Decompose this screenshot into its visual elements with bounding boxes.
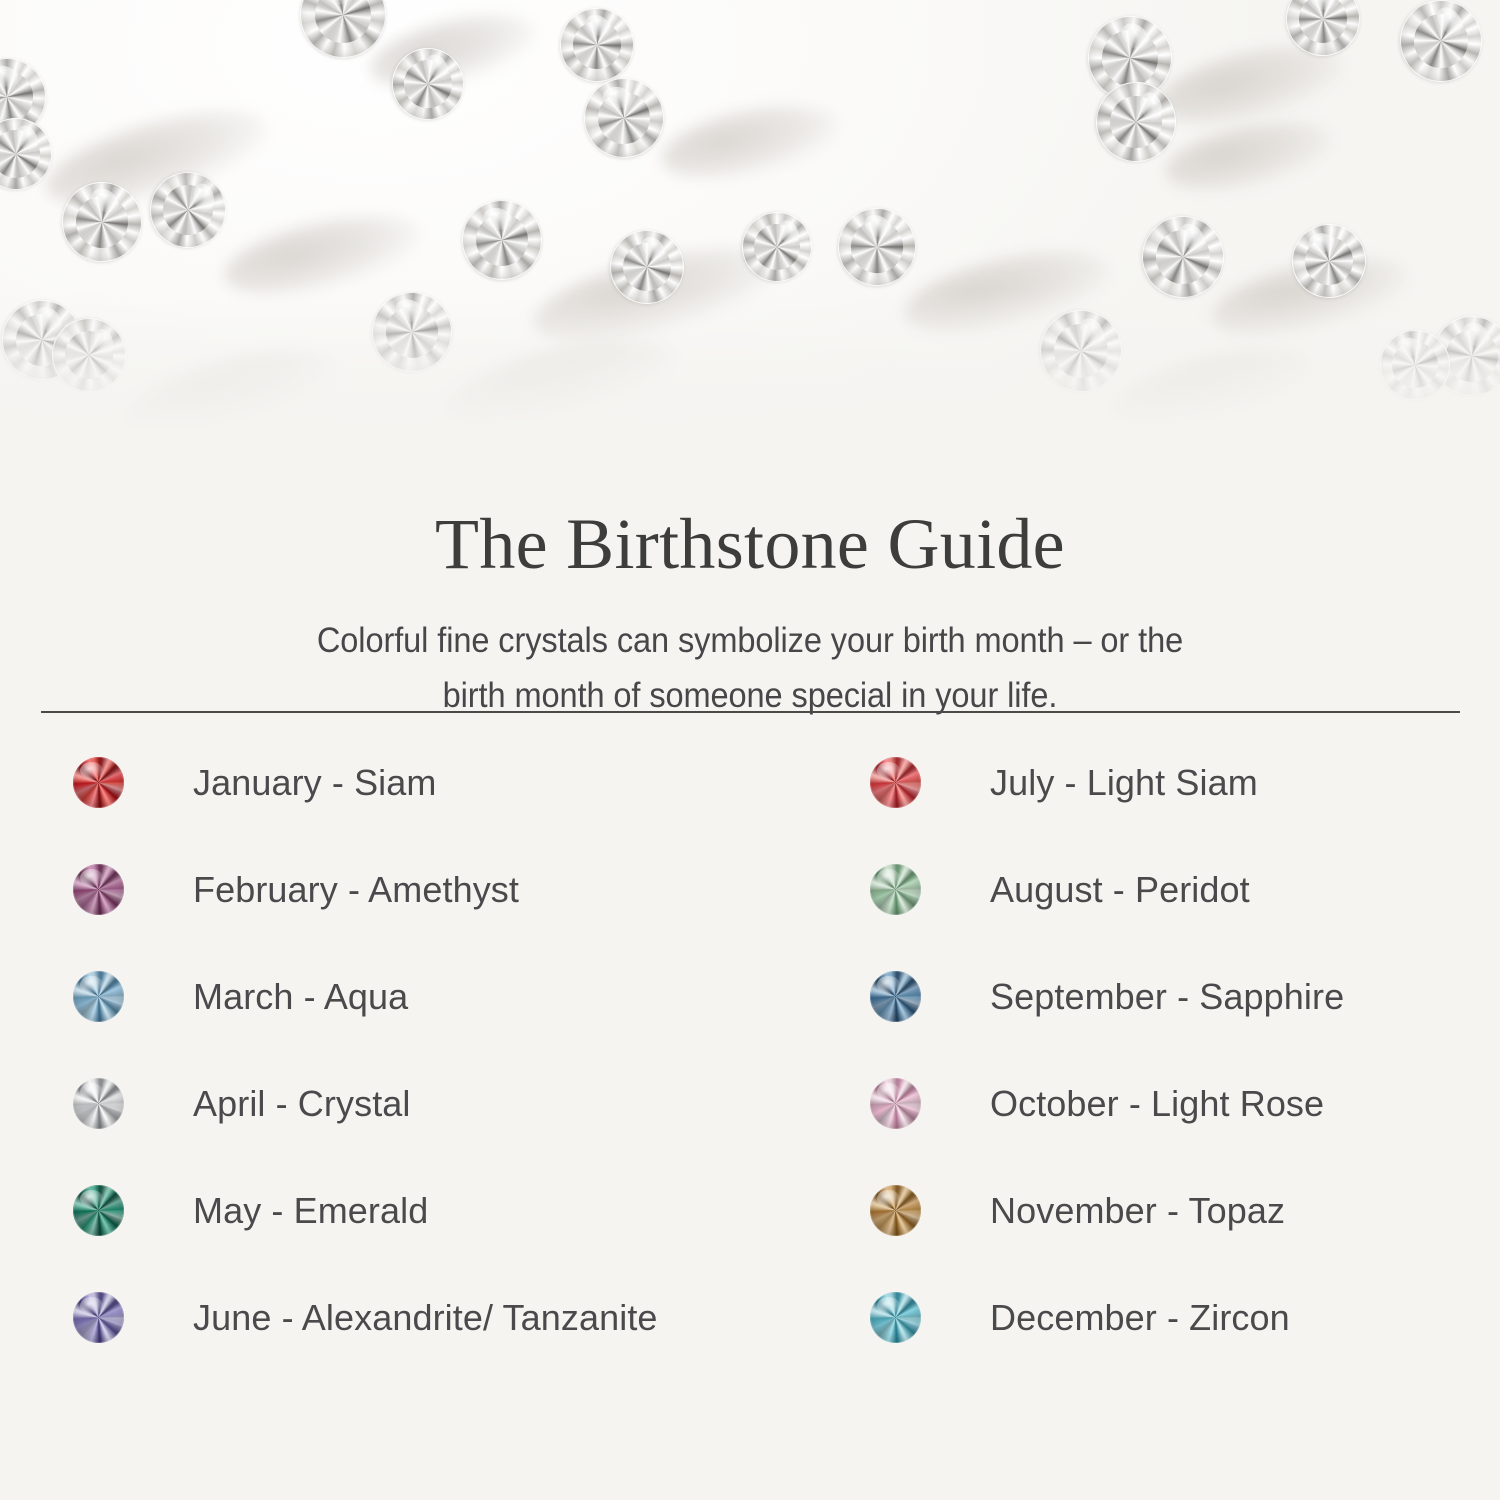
gemstone-icon [870, 1078, 921, 1129]
birthstone-list-item: July - Light Siam [870, 757, 1470, 864]
birthstone-list-item: August - Peridot [870, 864, 1470, 971]
gemstone-icon [870, 1292, 921, 1343]
gem-rim [73, 864, 124, 915]
page-title: The Birthstone Guide [435, 504, 1065, 585]
page-subtitle: Colorful fine crystals can symbolize you… [316, 621, 1184, 715]
gem-rim [73, 1185, 124, 1236]
gem-rim [870, 1292, 921, 1343]
gem-highlight [80, 1190, 103, 1208]
gemstone-icon [73, 1078, 124, 1129]
birthstone-label: November - Topaz [990, 1190, 1286, 1231]
section-divider [41, 711, 1460, 713]
birthstone-label: October - Light Rose [990, 1083, 1325, 1124]
birthstone-label: February - Amethyst [193, 869, 520, 910]
hero-crystal-photo [0, 0, 1500, 440]
birthstone-list-item: April - Crystal [73, 1078, 833, 1185]
gem-highlight [80, 976, 103, 994]
gem-rim [73, 1292, 124, 1343]
birthstone-list-item: February - Amethyst [73, 864, 833, 971]
birthstone-label: May - Emerald [193, 1190, 429, 1231]
birthstone-list-right-column: July - Light Siam August - Peridot Septemb… [870, 757, 1470, 1399]
gem-highlight [877, 976, 900, 994]
gemstone-icon [870, 864, 921, 915]
gemstone-icon [73, 1292, 124, 1343]
birthstone-label: July - Light Siam [990, 762, 1258, 803]
gemstone-icon [73, 864, 124, 915]
gem-highlight [80, 1297, 103, 1315]
photo-fade-overlay [0, 290, 1500, 440]
gem-rim [870, 1078, 921, 1129]
birthstone-list-item: March - Aqua [73, 971, 833, 1078]
birthstone-list-item: May - Emerald [73, 1185, 833, 1292]
gemstone-icon [870, 971, 921, 1022]
birthstone-label: January - Siam [193, 762, 437, 803]
gem-rim [73, 757, 124, 808]
birthstone-list-left-column: January - Siam February - Amethyst March -… [73, 757, 833, 1399]
gemstone-icon [870, 757, 921, 808]
gem-highlight [877, 1190, 900, 1208]
gem-highlight [877, 1083, 900, 1101]
gem-rim [73, 971, 124, 1022]
birthstone-label: April - Crystal [193, 1083, 411, 1124]
birthstone-list-item: January - Siam [73, 757, 833, 864]
birthstone-label: March - Aqua [193, 976, 409, 1017]
birthstone-list-item: November - Topaz [870, 1185, 1470, 1292]
gem-rim [870, 971, 921, 1022]
gem-highlight [80, 1083, 103, 1101]
gemstone-icon [73, 971, 124, 1022]
gem-rim [73, 1078, 124, 1129]
birthstone-label: August - Peridot [990, 869, 1250, 910]
gem-rim [870, 757, 921, 808]
birthstone-list-item: September - Sapphire [870, 971, 1470, 1078]
birthstone-list-item: October - Light Rose [870, 1078, 1470, 1185]
gem-highlight [80, 869, 103, 887]
gem-highlight [80, 762, 103, 780]
birthstone-list-item: June - Alexandrite/ Tanzanite [73, 1292, 833, 1399]
gem-rim [870, 1185, 921, 1236]
gem-highlight [877, 1297, 900, 1315]
birthstone-list-item: December - Zircon [870, 1292, 1470, 1399]
birthstone-label: December - Zircon [990, 1297, 1290, 1338]
gem-highlight [877, 762, 900, 780]
gemstone-icon [73, 1185, 124, 1236]
gemstone-icon [73, 757, 124, 808]
birthstone-label: September - Sapphire [990, 976, 1345, 1017]
gemstone-icon [870, 1185, 921, 1236]
gem-highlight [877, 869, 900, 887]
birthstone-label: June - Alexandrite/ Tanzanite [193, 1297, 658, 1338]
gem-rim [870, 864, 921, 915]
